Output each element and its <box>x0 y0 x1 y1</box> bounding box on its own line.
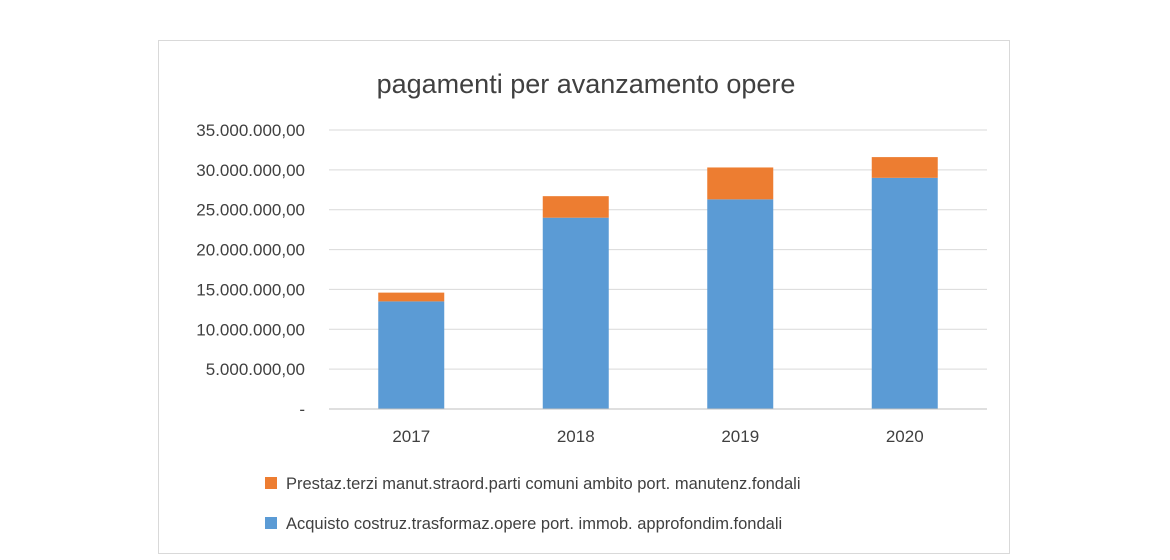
y-tick-label: 15.000.000,00 <box>196 280 305 299</box>
bar-prestaz-2017 <box>378 292 445 302</box>
x-category-label: 2017 <box>392 427 430 446</box>
chart-frame: pagamenti per avanzamento opere - 5.000.0… <box>158 40 1010 554</box>
y-tick-label: 10.000.000,00 <box>196 320 305 339</box>
bar-prestaz-2018 <box>542 196 609 218</box>
y-tick-label: 30.000.000,00 <box>196 161 305 180</box>
legend-label: Prestaz.terzi manut.straord.parti comuni… <box>286 475 801 493</box>
y-tick-label: 20.000.000,00 <box>196 241 305 260</box>
y-tick-label: 35.000.000,00 <box>196 121 305 140</box>
bar-acquisto-2017 <box>378 301 445 409</box>
legend: Prestaz.terzi manut.straord.parti comuni… <box>265 475 801 533</box>
x-category-label: 2018 <box>557 427 595 446</box>
bar-acquisto-2018 <box>542 217 609 409</box>
bar-acquisto-2019 <box>707 199 774 409</box>
bar-acquisto-2020 <box>871 177 938 409</box>
legend-label: Acquisto costruz.trasformaz.opere port. … <box>286 515 782 533</box>
bars <box>378 157 938 409</box>
x-axis-category-labels: 2017 2018 2019 2020 <box>392 427 923 446</box>
legend-swatch <box>265 517 277 529</box>
bar-prestaz-2019 <box>707 167 774 200</box>
y-axis-tick-labels: - 5.000.000,00 10.000.000,00 15.000.000,00 2… <box>196 121 305 419</box>
legend-swatch <box>265 477 277 489</box>
bar-prestaz-2020 <box>871 157 938 178</box>
y-tick-label: 5.000.000,00 <box>206 360 305 379</box>
y-tick-label: - <box>299 400 305 419</box>
x-category-label: 2020 <box>886 427 924 446</box>
y-tick-label: 25.000.000,00 <box>196 201 305 220</box>
x-category-label: 2019 <box>721 427 759 446</box>
chart-svg: pagamenti per avanzamento opere - 5.000.0… <box>196 69 987 533</box>
chart-title: pagamenti per avanzamento opere <box>377 69 796 99</box>
